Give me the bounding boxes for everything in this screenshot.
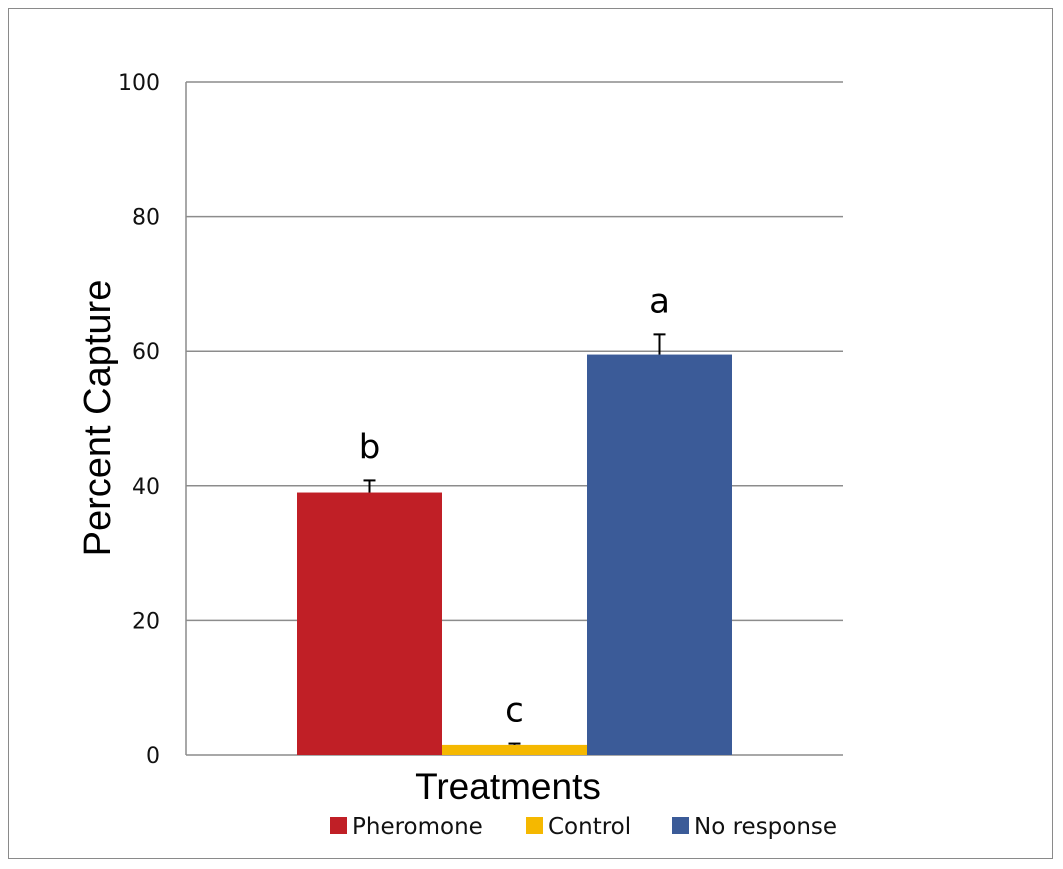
chart-frame [8, 8, 1053, 859]
bar-no-response [587, 354, 732, 755]
y-tick-label-60: 60 [132, 340, 160, 365]
bar-control [442, 744, 587, 755]
legend-label-pheromone: Pheromone [352, 814, 483, 840]
legend-swatch-no-response [672, 817, 689, 834]
legend-label-no-response: No response [694, 814, 837, 840]
legend-swatch-pheromone [330, 817, 347, 834]
bars [297, 354, 732, 755]
significance-letter-pheromone: b [359, 427, 381, 467]
y-tick-label-100: 100 [118, 71, 160, 96]
y-tick-labels: 0 20 40 60 80 100 [118, 71, 160, 769]
y-tick-label-40: 40 [132, 475, 160, 500]
y-tick-label-80: 80 [132, 206, 160, 231]
legend-swatch-control [526, 817, 543, 834]
significance-letter-control: c [505, 691, 524, 731]
gridlines [186, 81, 843, 756]
legend-label-control: Control [548, 814, 631, 840]
bar-pheromone [297, 492, 442, 755]
error-bars [363, 333, 666, 745]
legend: Pheromone Control No response [330, 814, 837, 840]
y-tick-label-0: 0 [146, 744, 160, 769]
y-axis-title: Percent Capture [77, 280, 119, 557]
significance-letters: b c a [359, 281, 670, 730]
x-axis-title: Treatments [415, 766, 601, 807]
significance-letter-no-response: a [649, 281, 670, 321]
y-tick-label-20: 20 [132, 609, 160, 634]
